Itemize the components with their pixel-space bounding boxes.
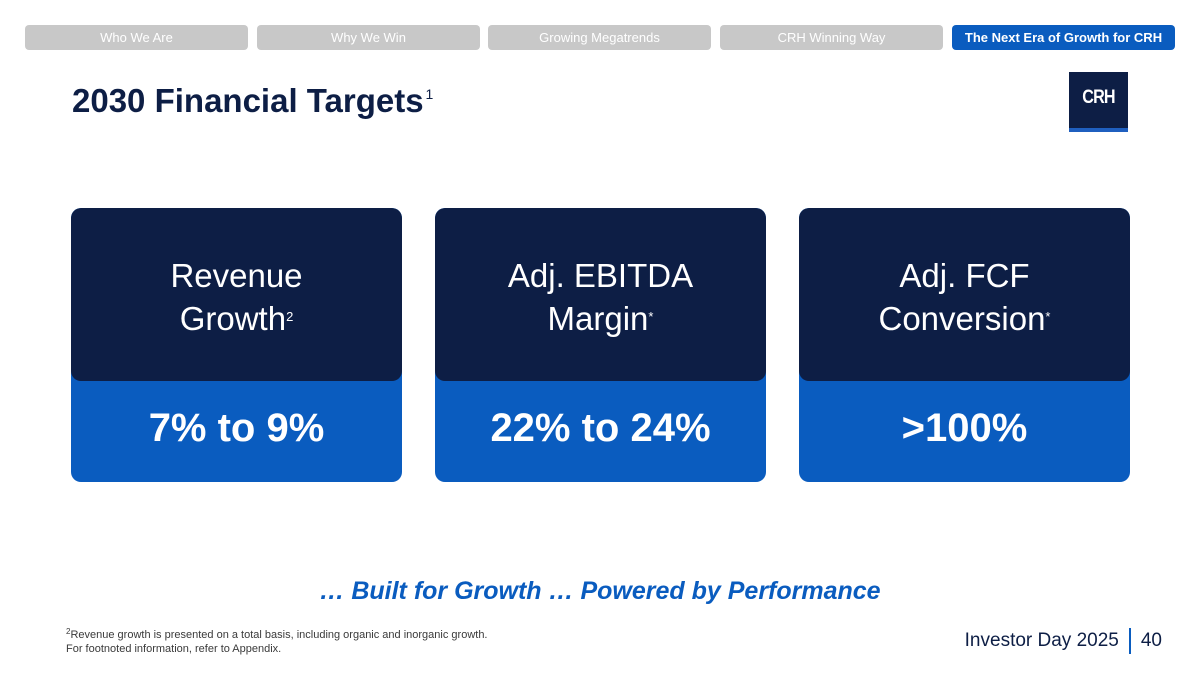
target-label-line2: Margin* xyxy=(435,297,766,340)
footnote-marker: 2 xyxy=(66,627,71,636)
page-title-text: 2030 Financial Targets xyxy=(72,82,424,119)
target-label-line1: Revenue xyxy=(170,257,303,294)
tab-why-we-win[interactable]: Why We Win xyxy=(257,25,480,50)
tagline: … Built for Growth … Powered by Performa… xyxy=(319,577,881,605)
target-label: Adj. EBITDA Margin* xyxy=(435,254,766,340)
target-label-line2: Growth2 xyxy=(71,297,402,340)
crh-logo: CRH xyxy=(1069,72,1128,132)
target-label: Revenue Growth2 xyxy=(71,254,402,340)
tab-next-era-of-growth[interactable]: The Next Era of Growth for CRH xyxy=(952,25,1175,50)
target-footnote-marker: 2 xyxy=(286,309,294,324)
target-label-line2-text: Conversion xyxy=(878,300,1046,337)
target-card-header: Revenue Growth2 xyxy=(71,208,402,381)
target-value: 22% to 24% xyxy=(490,406,711,450)
footer-divider xyxy=(1128,628,1131,654)
target-label-line1: Adj. FCF xyxy=(899,257,1030,294)
target-label: Adj. FCF Conversion* xyxy=(799,254,1130,340)
tab-growing-megatrends[interactable]: Growing Megatrends xyxy=(488,25,711,50)
logo-text: CRH xyxy=(1082,87,1115,108)
target-label-line2: Conversion* xyxy=(799,297,1130,340)
target-card-ebitda-margin: Adj. EBITDA Margin* 22% to 24% xyxy=(435,208,766,482)
target-value: >100% xyxy=(901,406,1028,450)
target-footnote-marker: * xyxy=(1045,309,1051,324)
page-number: 40 xyxy=(1140,630,1162,651)
target-card-header: Adj. EBITDA Margin* xyxy=(435,208,766,381)
footnotes: 2Revenue growth is presented on a total … xyxy=(66,627,488,656)
target-label-line2-text: Growth xyxy=(179,300,287,337)
footnote-line-2: For footnoted information, refer to Appe… xyxy=(66,643,282,655)
slide-footer: Investor Day 2025 40 xyxy=(965,628,1162,654)
target-label-line1: Adj. EBITDA xyxy=(507,257,694,294)
tab-who-we-are[interactable]: Who We Are xyxy=(25,25,248,50)
target-card-fcf-conversion: Adj. FCF Conversion* >100% xyxy=(799,208,1130,482)
target-footnote-marker: * xyxy=(648,309,654,324)
footnote-text-1: Revenue growth is presented on a total b… xyxy=(70,629,488,641)
page-title: 2030 Financial Targets 1 xyxy=(72,82,434,120)
tab-crh-winning-way[interactable]: CRH Winning Way xyxy=(720,25,943,50)
target-card-revenue-growth: Revenue Growth2 7% to 9% xyxy=(71,208,402,482)
event-name: Investor Day 2025 xyxy=(964,630,1119,651)
section-nav: Who We Are Why We Win Growing Megatrends… xyxy=(25,25,1175,50)
title-footnote-marker: 1 xyxy=(425,86,434,102)
target-value: 7% to 9% xyxy=(148,406,325,450)
footnote-line-1: 2Revenue growth is presented on a total … xyxy=(66,627,488,642)
target-card-header: Adj. FCF Conversion* xyxy=(799,208,1130,381)
target-label-line2-text: Margin xyxy=(547,300,649,337)
